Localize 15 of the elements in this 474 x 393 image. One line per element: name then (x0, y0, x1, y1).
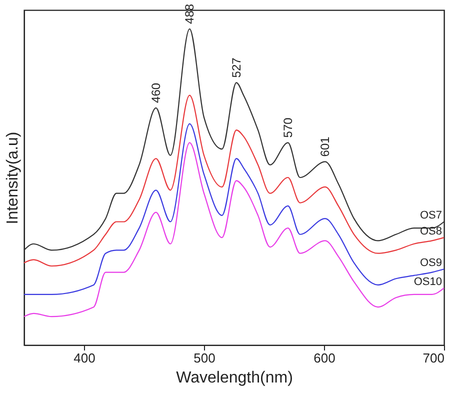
y-axis-title: Intensity(a.u) (4, 132, 22, 224)
annotation: 460 (149, 82, 163, 103)
x-tick-label: 400 (74, 350, 96, 366)
annotation: 570 (281, 117, 295, 138)
series-label: OS8 (420, 226, 442, 238)
x-tick-label: 700 (422, 350, 444, 366)
annotation: 601 (318, 136, 332, 157)
x-axis-title: Wavelength(nm) (176, 370, 293, 386)
annotation: 488 (182, 4, 197, 24)
series-label: OS10 (414, 276, 442, 288)
x-tick-label: 500 (194, 350, 216, 366)
series-label: OS7 (420, 210, 442, 222)
series-label: OS9 (420, 257, 442, 270)
annotation: 527 (229, 57, 244, 78)
x-tick-label: 600 (314, 350, 336, 366)
